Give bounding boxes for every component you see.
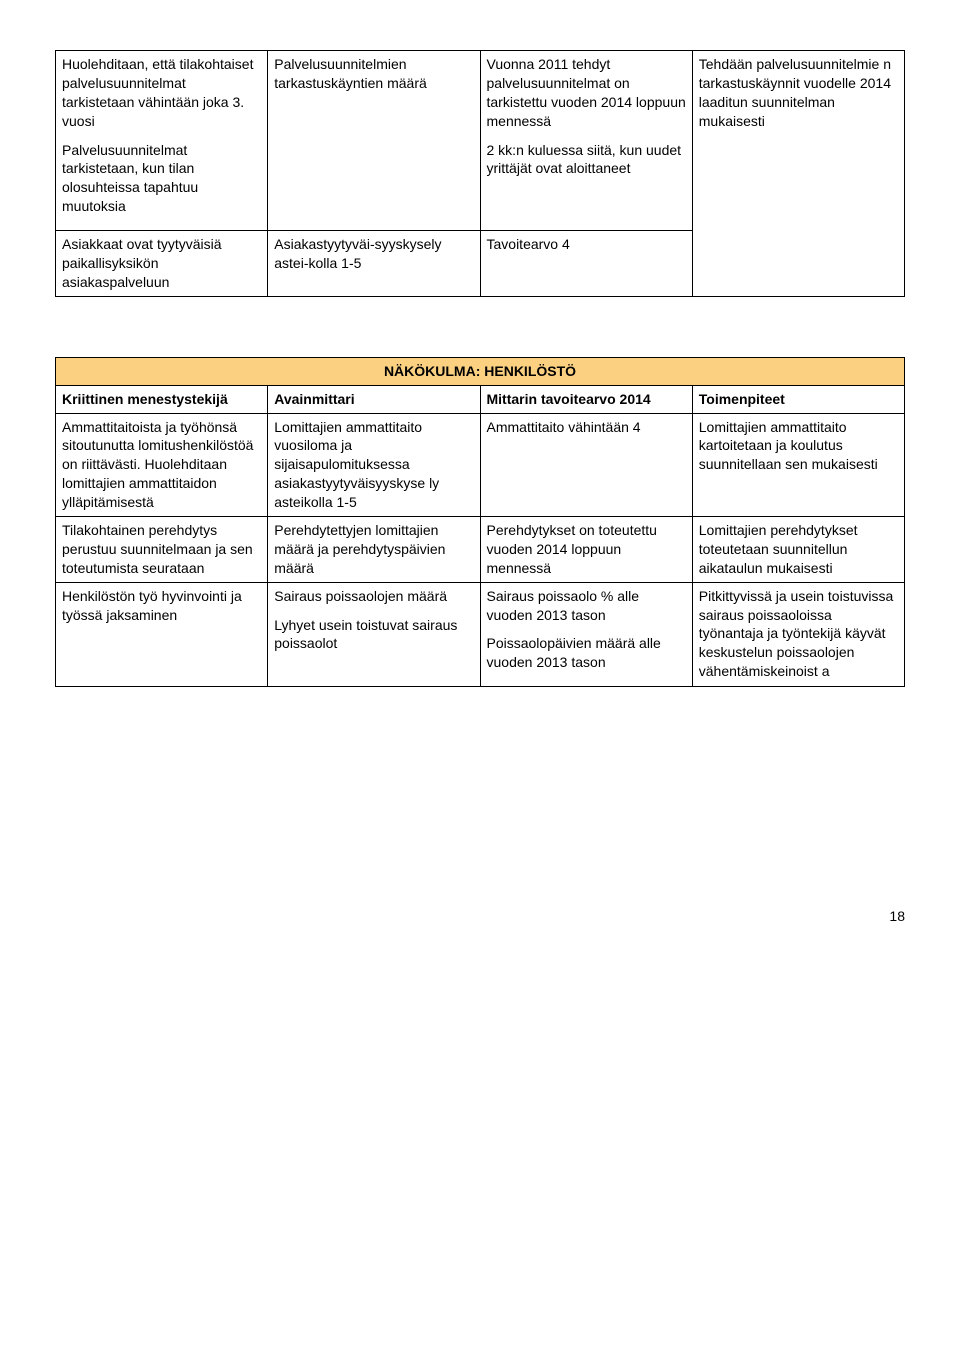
- cell-text: Vuonna 2011 tehdyt palvelusuunnitelmat o…: [487, 55, 686, 131]
- cell: Tilakohtainen perehdytys perustuu suunni…: [56, 517, 268, 583]
- cell: Sairaus poissaolojen määrä Lyhyet usein …: [268, 582, 480, 687]
- table-title-text: NÄKÖKULMA: HENKILÖSTÖ: [384, 363, 576, 379]
- cell: Sairaus poissaolo % alle vuoden 2013 tas…: [480, 582, 692, 687]
- cell: Asiakkaat ovat tyytyväisiä paikallisyksi…: [56, 231, 268, 297]
- cell-text: Perehdytettyjen lomittajien määrä ja per…: [274, 522, 445, 576]
- header-cell: Toimenpiteet: [692, 385, 904, 413]
- table-header-row: Kriittinen menestystekijä Avainmittari M…: [56, 385, 905, 413]
- header-cell: Avainmittari: [268, 385, 480, 413]
- cell-text: Lyhyet usein toistuvat sairaus poissaolo…: [274, 616, 473, 654]
- header-cell: Mittarin tavoitearvo 2014: [480, 385, 692, 413]
- header-cell: Kriittinen menestystekijä: [56, 385, 268, 413]
- cell-text: Ammattitaitoista ja työhönsä sitoutunutt…: [62, 419, 253, 511]
- table-row: Henkilöstön työ hyvinvointi ja työssä ja…: [56, 582, 905, 687]
- cell-text: Sairaus poissaolojen määrä: [274, 587, 473, 606]
- cell-text: Lomittajien perehdytykset toteutetaan su…: [699, 522, 858, 576]
- table-title-cell: NÄKÖKULMA: HENKILÖSTÖ: [56, 357, 905, 385]
- cell-text: 2 kk:n kuluessa siitä, kun uudet yrittäj…: [487, 141, 686, 179]
- spacer: [55, 297, 905, 357]
- header-text: Toimenpiteet: [699, 391, 785, 407]
- cell-text: Asiakastyytyväi-syyskysely astei-kolla 1…: [274, 236, 441, 271]
- cell: Ammattitaito vähintään 4: [480, 413, 692, 516]
- cell-text: Perehdytykset on toteutettu vuoden 2014 …: [487, 522, 657, 576]
- cell: Perehdytykset on toteutettu vuoden 2014 …: [480, 517, 692, 583]
- header-text: Mittarin tavoitearvo 2014: [487, 391, 651, 407]
- table-row: Tilakohtainen perehdytys perustuu suunni…: [56, 517, 905, 583]
- cell-text: Tavoitearvo 4: [487, 236, 570, 252]
- cell: Pitkittyvissä ja usein toistuvissa saira…: [692, 582, 904, 687]
- cell: Perehdytettyjen lomittajien määrä ja per…: [268, 517, 480, 583]
- cell: Ammattitaitoista ja työhönsä sitoutunutt…: [56, 413, 268, 516]
- page-number: 18: [55, 907, 905, 926]
- cell-text: Huolehditaan, että tilakohtaiset palvelu…: [62, 55, 261, 131]
- header-text: Avainmittari: [274, 391, 354, 407]
- cell: Vuonna 2011 tehdyt palvelusuunnitelmat o…: [480, 51, 692, 231]
- cell: Lomittajien ammattitaito kartoitetaan ja…: [692, 413, 904, 516]
- cell: Tavoitearvo 4: [480, 231, 692, 297]
- table-row: Ammattitaitoista ja työhönsä sitoutunutt…: [56, 413, 905, 516]
- cell: Tehdään palvelusuunnitelmie n tarkastusk…: [692, 51, 904, 297]
- cell: Lomittajien ammattitaito vuosiloma ja si…: [268, 413, 480, 516]
- cell: Lomittajien perehdytykset toteutetaan su…: [692, 517, 904, 583]
- cell-text: Tehdään palvelusuunnitelmie n tarkastusk…: [699, 56, 891, 129]
- cell-text: Ammattitaito vähintään 4: [487, 419, 641, 435]
- cell-text: Poissaolopäivien määrä alle vuoden 2013 …: [487, 634, 686, 672]
- cell-text: Palvelusuunnitelmat tarkistetaan, kun ti…: [62, 141, 261, 217]
- cell-text: Asiakkaat ovat tyytyväisiä paikallisyksi…: [62, 236, 222, 290]
- page-number-text: 18: [889, 908, 905, 924]
- table-title-row: NÄKÖKULMA: HENKILÖSTÖ: [56, 357, 905, 385]
- table-row: Huolehditaan, että tilakohtaiset palvelu…: [56, 51, 905, 231]
- cell-text: Tilakohtainen perehdytys perustuu suunni…: [62, 522, 253, 576]
- cell: Henkilöstön työ hyvinvointi ja työssä ja…: [56, 582, 268, 687]
- table-2: NÄKÖKULMA: HENKILÖSTÖ Kriittinen menesty…: [55, 357, 905, 687]
- cell-text: Lomittajien ammattitaito kartoitetaan ja…: [699, 419, 878, 473]
- cell: Palvelusuunnitelmien tarkastuskäyntien m…: [268, 51, 480, 231]
- header-text: Kriittinen menestystekijä: [62, 391, 228, 407]
- table-1: Huolehditaan, että tilakohtaiset palvelu…: [55, 50, 905, 297]
- cell-text: Lomittajien ammattitaito vuosiloma ja si…: [274, 419, 439, 511]
- cell-text: Palvelusuunnitelmien tarkastuskäyntien m…: [274, 56, 427, 91]
- cell-text: Pitkittyvissä ja usein toistuvissa saira…: [699, 588, 894, 680]
- cell: Huolehditaan, että tilakohtaiset palvelu…: [56, 51, 268, 231]
- cell-text: Sairaus poissaolo % alle vuoden 2013 tas…: [487, 587, 686, 625]
- cell-text: Henkilöstön työ hyvinvointi ja työssä ja…: [62, 588, 242, 623]
- cell: Asiakastyytyväi-syyskysely astei-kolla 1…: [268, 231, 480, 297]
